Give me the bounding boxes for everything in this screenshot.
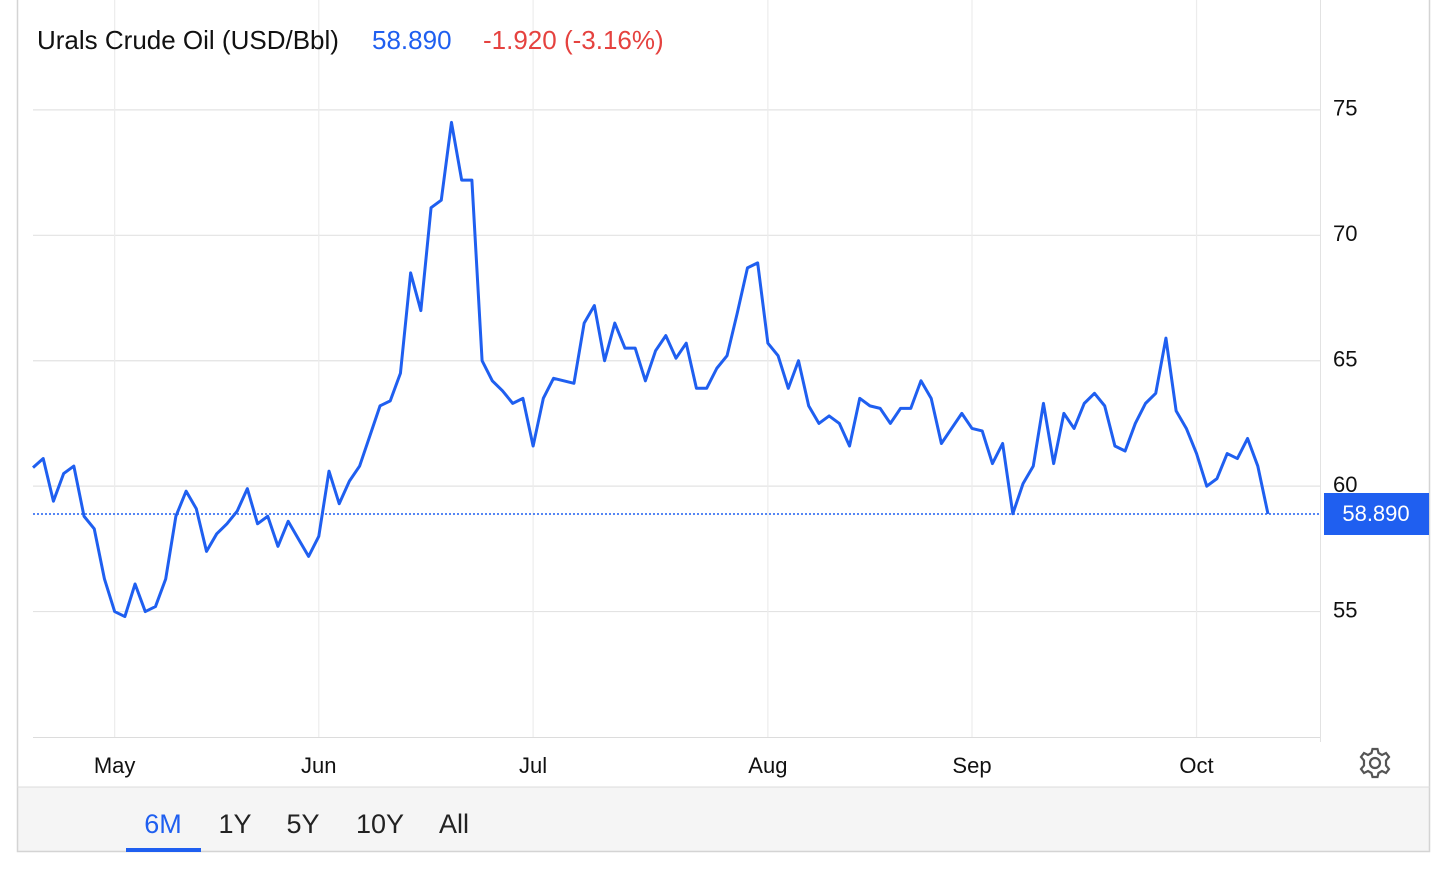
settings-icon[interactable] (1359, 747, 1391, 779)
x-tick-label: Jun (301, 753, 336, 778)
range-button[interactable]: All (439, 809, 469, 839)
y-tick-label: 60 (1333, 472, 1357, 497)
settings-icon-gear (1359, 747, 1391, 779)
x-tick-label: Aug (748, 753, 787, 778)
plot: 58.890 (32, 120, 1429, 619)
panel-border (16, 0, 1431, 853)
grid: 55 60 65 70 75 May Jun Jul Aug Sep Oct (33, 0, 1357, 778)
y-tick-label: 70 (1333, 221, 1357, 246)
y-tick-label: 75 (1333, 96, 1357, 121)
settings-icon-hub (1368, 756, 1382, 770)
price: 58.890 (372, 25, 452, 55)
chart-title: Urals Crude Oil (USD/Bbl) (37, 25, 339, 55)
x-tick-label: Sep (952, 753, 991, 778)
range-button[interactable]: 1Y (218, 809, 251, 839)
x-tick-label: May (94, 753, 136, 778)
x-tick-label: Oct (1179, 753, 1213, 778)
range-button[interactable]: 5Y (286, 809, 319, 839)
range-button[interactable]: 10Y (356, 809, 404, 839)
y-tick-label: 55 (1333, 597, 1357, 622)
range-button[interactable]: 6M (144, 809, 182, 839)
price-change: -1.920 (-3.16%) (483, 25, 664, 55)
x-tick-label: Jul (519, 753, 547, 778)
active-range-underline (126, 848, 201, 852)
range-buttons: 6M 1Y 5Y 10Y All (126, 809, 469, 852)
last-price-badge (1324, 492, 1429, 535)
range-bar (17, 787, 1430, 852)
price-line (32, 120, 1270, 619)
last-price-label: 58.890 (1342, 501, 1409, 526)
y-tick-label: 65 (1333, 347, 1357, 372)
